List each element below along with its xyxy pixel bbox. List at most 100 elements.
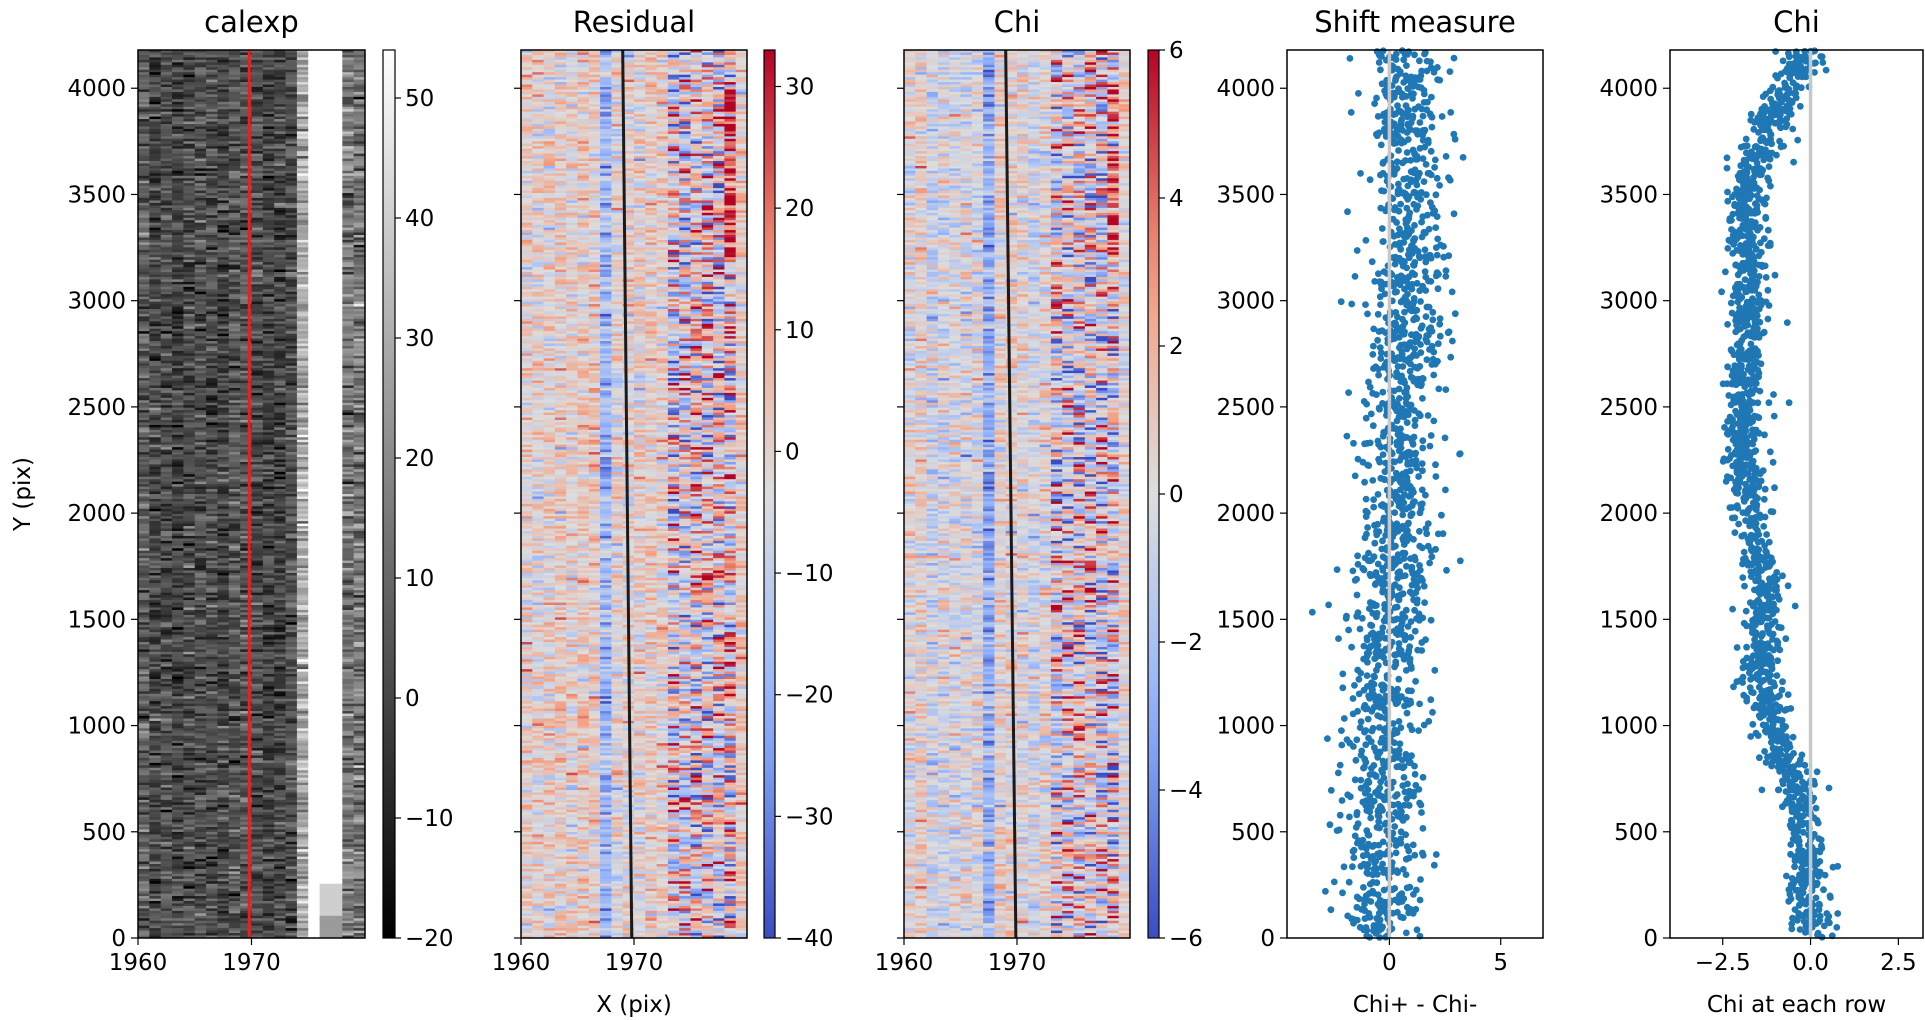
heatmap-cell bbox=[183, 267, 196, 270]
heatmap-cell bbox=[149, 479, 162, 483]
heatmap-cell bbox=[285, 614, 298, 618]
heatmap-cell bbox=[251, 649, 264, 653]
heatmap-cell bbox=[138, 577, 150, 581]
heatmap-cell bbox=[319, 215, 332, 219]
heatmap-cell bbox=[217, 378, 230, 381]
heatmap-cell bbox=[240, 180, 252, 184]
heatmap-cell bbox=[138, 291, 150, 295]
heatmap-cell bbox=[217, 311, 230, 315]
heatmap-cell bbox=[342, 464, 355, 468]
heatmap-cell bbox=[217, 651, 230, 655]
heatmap-cell bbox=[262, 158, 275, 162]
heatmap-cell bbox=[172, 412, 184, 416]
heatmap-cell bbox=[194, 165, 207, 169]
heatmap-cell bbox=[183, 151, 196, 154]
heatmap-cell bbox=[319, 439, 332, 443]
heatmap-cell bbox=[274, 494, 286, 497]
heatmap-cell bbox=[262, 392, 275, 396]
heatmap-cell bbox=[217, 119, 230, 122]
heatmap-cell bbox=[206, 560, 218, 564]
heatmap-cell bbox=[240, 195, 252, 199]
heatmap-cell bbox=[342, 79, 355, 83]
heatmap-cell bbox=[194, 313, 207, 317]
heatmap-cell bbox=[194, 449, 207, 453]
heatmap-cell bbox=[160, 165, 173, 169]
heatmap-cell bbox=[342, 210, 355, 214]
heatmap-cell bbox=[285, 619, 298, 623]
heatmap-cell bbox=[274, 474, 286, 478]
heatmap-cell bbox=[330, 580, 343, 584]
heatmap-cell bbox=[285, 111, 298, 115]
heatmap-cell bbox=[342, 395, 355, 399]
heatmap-cell bbox=[353, 395, 366, 399]
heatmap-cell bbox=[285, 590, 298, 594]
heatmap-cell bbox=[194, 326, 207, 330]
heatmap-cell bbox=[330, 427, 343, 431]
heatmap-cell bbox=[149, 496, 162, 500]
heatmap-cell bbox=[353, 449, 366, 453]
heatmap-cell bbox=[183, 523, 196, 527]
heatmap-cell bbox=[160, 444, 173, 448]
heatmap-cell bbox=[228, 420, 241, 423]
heatmap-cell bbox=[342, 624, 355, 628]
heatmap-cell bbox=[353, 484, 366, 487]
heatmap-cell bbox=[353, 457, 366, 460]
heatmap-cell bbox=[296, 454, 309, 458]
heatmap-cell bbox=[206, 387, 218, 391]
heatmap-cell bbox=[149, 294, 162, 298]
heatmap-cell bbox=[251, 52, 264, 56]
heatmap-cell bbox=[285, 568, 298, 571]
heatmap-cell bbox=[296, 496, 309, 500]
heatmap-cell bbox=[160, 644, 173, 648]
heatmap-cell bbox=[138, 328, 150, 332]
heatmap-cell bbox=[342, 328, 355, 332]
heatmap-cell bbox=[330, 242, 343, 246]
heatmap-cell bbox=[206, 331, 218, 335]
heatmap-cell bbox=[330, 412, 343, 416]
heatmap-cell bbox=[206, 212, 218, 216]
heatmap-cell bbox=[262, 368, 275, 372]
heatmap-cell bbox=[183, 217, 196, 221]
heatmap-cell bbox=[240, 457, 252, 460]
heatmap-cell bbox=[194, 590, 207, 594]
heatmap-cell bbox=[353, 212, 366, 216]
heatmap-cell bbox=[172, 239, 184, 243]
heatmap-cell bbox=[251, 457, 264, 460]
heatmap-cell bbox=[262, 454, 275, 458]
heatmap-cell bbox=[262, 205, 275, 209]
heatmap-cell bbox=[353, 609, 366, 613]
heatmap-cell bbox=[285, 553, 298, 557]
heatmap-cell bbox=[149, 412, 162, 416]
heatmap-cell bbox=[342, 254, 355, 258]
heatmap-cell bbox=[353, 427, 366, 431]
heatmap-cell bbox=[194, 62, 207, 66]
heatmap-cell bbox=[353, 74, 366, 78]
heatmap-cell bbox=[353, 383, 366, 386]
heatmap-cell bbox=[353, 316, 366, 320]
heatmap-cell bbox=[285, 175, 298, 179]
heatmap-cell bbox=[138, 397, 150, 401]
heatmap-cell bbox=[285, 395, 298, 399]
heatmap-cell bbox=[285, 146, 298, 150]
heatmap-cell bbox=[206, 183, 218, 187]
heatmap-cell bbox=[172, 380, 184, 384]
heatmap-cell bbox=[172, 323, 184, 327]
heatmap-cell bbox=[172, 531, 184, 534]
heatmap-cell bbox=[308, 180, 320, 184]
heatmap-cell bbox=[206, 597, 218, 601]
heatmap-cell bbox=[342, 77, 355, 80]
heatmap-cell bbox=[353, 461, 366, 465]
heatmap-cell bbox=[319, 422, 332, 426]
heatmap-cell bbox=[183, 501, 196, 505]
heatmap-cell bbox=[149, 296, 162, 300]
heatmap-cell bbox=[342, 141, 355, 145]
heatmap-cell bbox=[296, 119, 309, 122]
heatmap-cell bbox=[138, 619, 150, 623]
heatmap-cell bbox=[308, 545, 320, 549]
heatmap-cell bbox=[319, 128, 332, 132]
heatmap-cell bbox=[262, 96, 275, 100]
heatmap-cell bbox=[206, 99, 218, 103]
heatmap-cell bbox=[240, 82, 252, 85]
heatmap-cell bbox=[262, 350, 275, 354]
heatmap-cell bbox=[319, 560, 332, 564]
